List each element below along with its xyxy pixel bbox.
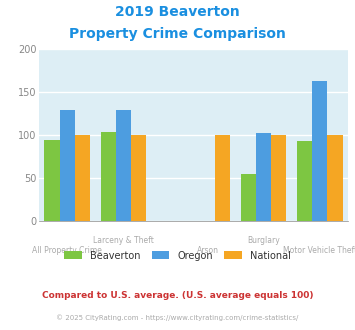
Bar — [131, 135, 146, 221]
Text: Burglary: Burglary — [247, 236, 280, 245]
Legend: Beaverton, Oregon, National: Beaverton, Oregon, National — [64, 251, 291, 261]
Bar — [327, 135, 343, 221]
Bar — [312, 81, 327, 221]
Bar — [215, 135, 230, 221]
Text: Larceny & Theft: Larceny & Theft — [93, 236, 154, 245]
Bar — [116, 110, 131, 221]
Text: © 2025 CityRating.com - https://www.cityrating.com/crime-statistics/: © 2025 CityRating.com - https://www.city… — [56, 314, 299, 321]
Text: 2019 Beaverton: 2019 Beaverton — [115, 5, 240, 19]
Bar — [297, 141, 312, 221]
Bar — [271, 135, 286, 221]
Text: Arson: Arson — [197, 246, 219, 255]
Bar — [100, 132, 116, 221]
Text: Property Crime Comparison: Property Crime Comparison — [69, 27, 286, 41]
Bar — [44, 140, 60, 221]
Bar — [75, 135, 90, 221]
Bar — [60, 111, 75, 221]
Text: Motor Vehicle Theft: Motor Vehicle Theft — [283, 246, 355, 255]
Text: All Property Crime: All Property Crime — [32, 246, 102, 255]
Bar — [256, 133, 271, 221]
Text: Compared to U.S. average. (U.S. average equals 100): Compared to U.S. average. (U.S. average … — [42, 291, 313, 300]
Bar — [241, 174, 256, 221]
